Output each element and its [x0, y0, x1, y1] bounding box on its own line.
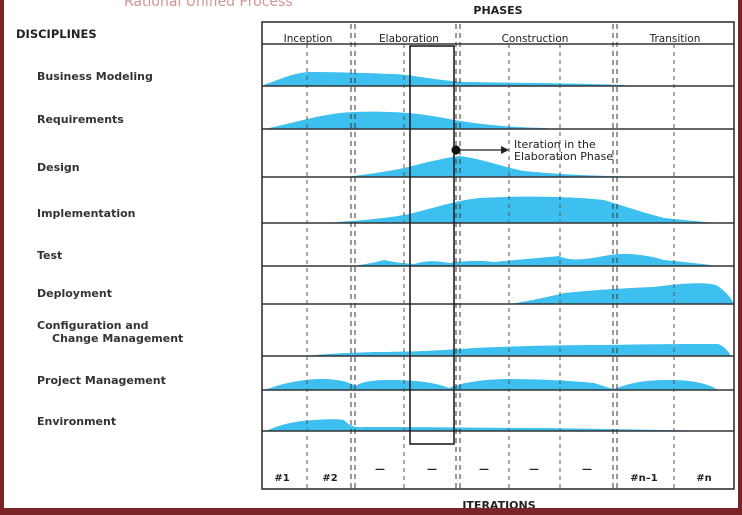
discipline-design: Design [37, 161, 80, 174]
discipline-business-modeling: Business Modeling [37, 70, 153, 83]
discipline-deployment: Deployment [37, 287, 112, 300]
iteration-boundaries [306, 44, 675, 488]
annotation-line1: Iteration in the [514, 138, 596, 151]
iteration-label: #n–1 [630, 473, 657, 484]
hump-implementation [324, 196, 718, 223]
iteration-label: #n [696, 473, 712, 484]
discipline-test: Test [37, 249, 62, 262]
iteration-labels: #1 #2 — — — — — #n–1 #n [274, 464, 711, 484]
hump-config [304, 344, 731, 356]
hump-environment [266, 419, 718, 431]
bottom-strip [0, 508, 742, 515]
iteration-label: — [582, 464, 592, 475]
discipline-config-line2: Change Management [52, 332, 183, 345]
phase-label-elaboration: Elaboration [379, 33, 439, 45]
highlighted-iteration-box [409, 45, 455, 445]
hump-test [354, 253, 718, 266]
iteration-label: — [427, 464, 437, 475]
hump-project-management [264, 379, 718, 390]
discipline-implementation: Implementation [37, 207, 136, 220]
diagram-frame: Rational Unified Process PHASES DISCIPLI… [4, 0, 738, 512]
phase-label-transition: Transition [649, 33, 701, 45]
annotation-line2: Elaboration Phase [514, 150, 613, 163]
grid-border [261, 21, 735, 490]
iteration-label: #2 [322, 473, 337, 484]
row-separators [262, 43, 734, 432]
iteration-label: — [479, 464, 489, 475]
phase-label-inception: Inception [284, 33, 333, 45]
rup-hump-diagram: Rational Unified Process PHASES DISCIPLI… [16, 0, 735, 512]
annotation-dot [451, 145, 461, 155]
phase-boundaries [350, 24, 618, 488]
disciplines-title: DISCIPLINES [16, 27, 97, 41]
phases-title: PHASES [473, 4, 522, 17]
phase-label-construction: Construction [502, 33, 569, 45]
hump-business-modeling [262, 72, 629, 86]
discipline-config-line1: Configuration and [37, 319, 149, 332]
discipline-environment: Environment [37, 415, 116, 428]
hump-group [262, 72, 734, 431]
iteration-label: — [529, 464, 539, 475]
iteration-label: — [375, 464, 385, 475]
annotation-arrow-head [501, 146, 509, 154]
faded-header-text: Rational Unified Process [124, 0, 293, 10]
iteration-label: #1 [274, 473, 289, 484]
discipline-requirements: Requirements [37, 113, 124, 126]
hump-design [344, 156, 644, 177]
hump-deployment [509, 283, 734, 304]
discipline-project-management: Project Management [37, 374, 166, 387]
iterations-title: ITERATIONS [462, 499, 535, 508]
